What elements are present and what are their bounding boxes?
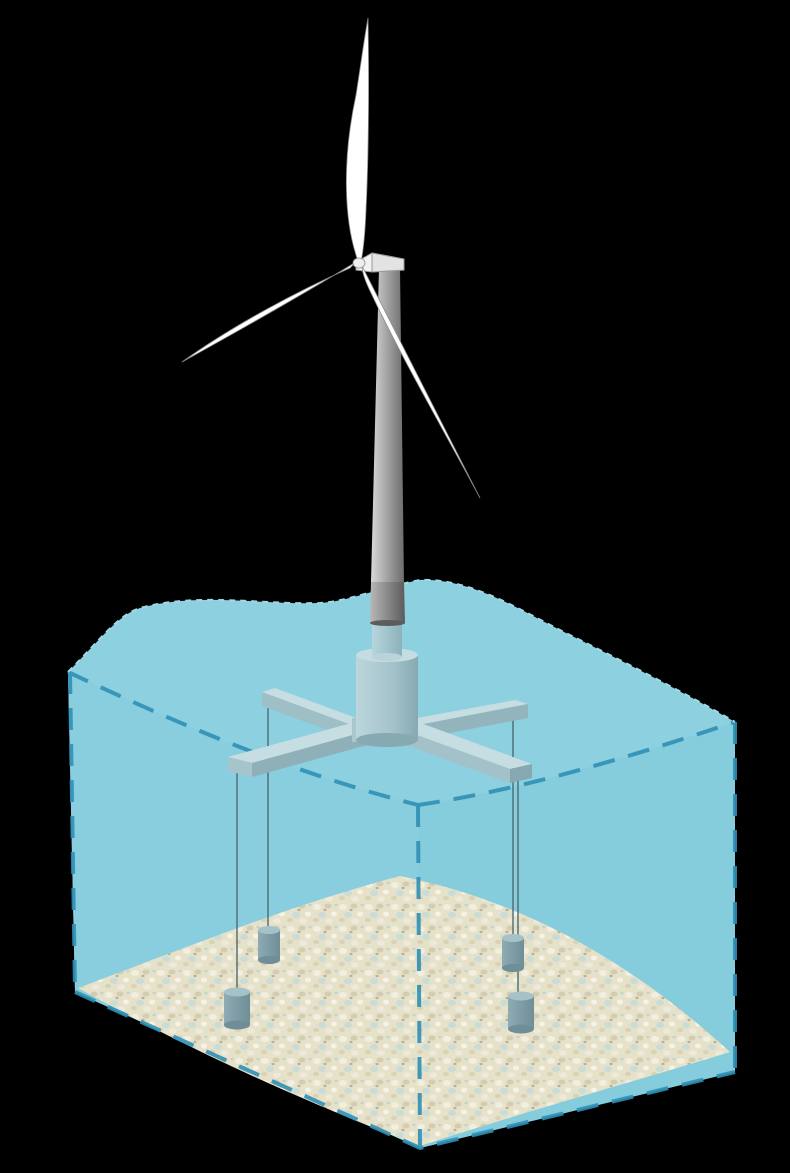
wind-turbine-rotor: [181, 17, 481, 499]
anchor-weight-icon: [258, 926, 280, 964]
water-volume-edges: [67, 670, 737, 1151]
tower: [370, 268, 405, 626]
spar-column: [356, 622, 418, 747]
rotor-hub: [352, 257, 366, 269]
blade-upper: [345, 17, 369, 263]
cross-pontoons: [228, 688, 532, 783]
anchor-weight-icon: [502, 934, 524, 972]
anchor-weight-icon: [508, 991, 534, 1034]
blade-lower-right: [361, 265, 481, 499]
nacelle: [355, 252, 405, 273]
blade-left: [181, 261, 357, 363]
seabed: [78, 876, 730, 1146]
anchor-weight-icon: [224, 987, 250, 1030]
anchor-weights: [224, 926, 534, 1034]
